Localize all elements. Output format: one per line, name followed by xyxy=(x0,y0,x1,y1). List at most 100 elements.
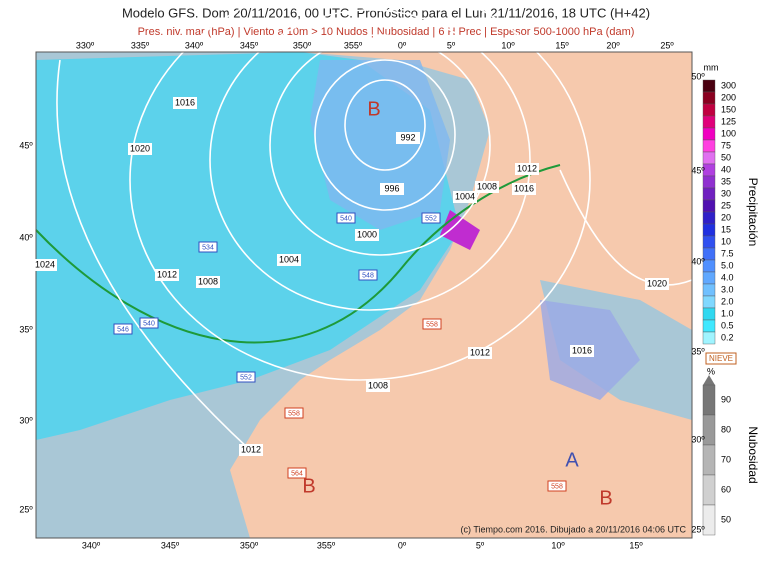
snow-badge-box xyxy=(705,352,737,365)
credit: (c) Tiempo.com 2016. Dibujado a 20/11/20… xyxy=(461,524,687,534)
lon-label: 10º xyxy=(501,40,515,50)
isobar-label: 1008 xyxy=(198,276,218,286)
pressure-center: A xyxy=(565,449,579,471)
lat-label: 30º xyxy=(19,415,33,425)
cloud-swatch xyxy=(702,474,716,506)
isobar-label-bg xyxy=(196,276,220,288)
precip-swatch xyxy=(702,151,716,165)
lat-label: 25º xyxy=(19,504,33,514)
isobar-label: 1004 xyxy=(455,191,475,201)
isobar-label-bg xyxy=(355,229,379,241)
thickness-label: 552 xyxy=(240,374,252,381)
precip-level: 3.0 xyxy=(721,284,734,294)
precip-level: 150 xyxy=(721,104,736,114)
snow-badge: NIEVE xyxy=(709,354,733,363)
lon-label: 10º xyxy=(551,540,565,550)
thickness-label: 552 xyxy=(425,215,437,222)
precip-level: 0.5 xyxy=(721,320,734,330)
pressure-center: B xyxy=(599,487,612,509)
thickness-label-box xyxy=(236,371,256,383)
lon-label: 335º xyxy=(131,40,150,50)
lon-label: 15º xyxy=(629,540,643,550)
isobar-label: 1016 xyxy=(175,97,195,107)
pressure-center: B xyxy=(367,98,380,120)
lon-label: 340º xyxy=(185,40,204,50)
lon-label: 330º xyxy=(76,40,95,50)
isobar-label: 1004 xyxy=(279,254,299,264)
precip-level: 0.2 xyxy=(721,332,734,342)
thickness-label: 548 xyxy=(362,272,374,279)
isobar-label: 1012 xyxy=(517,163,537,173)
cloud-level: 80 xyxy=(721,424,731,434)
precip-level: 25 xyxy=(721,200,731,210)
precip-level: 1.0 xyxy=(721,308,734,318)
title: Modelo GFS. Dom 20/11/2016, 00 UTC. Pron… xyxy=(122,5,650,20)
thickness-label: 558 xyxy=(426,321,438,328)
cloud-swatch xyxy=(702,504,716,536)
isobar-label: 1016 xyxy=(514,183,534,193)
isobar-label-bg xyxy=(570,345,594,357)
precip-level: 15 xyxy=(721,224,731,234)
lat-label: 40º xyxy=(691,256,705,266)
thickness-label: 540 xyxy=(340,215,352,222)
lon-label: 25º xyxy=(660,40,674,50)
isobar-label-bg xyxy=(475,181,499,193)
lat-label: 45º xyxy=(19,140,33,150)
precip-swatch xyxy=(702,139,716,153)
lon-label: 5º xyxy=(447,40,456,50)
thickness-label-box xyxy=(139,317,159,329)
thickness-label-box xyxy=(336,212,356,224)
isobar-label-bg xyxy=(380,183,404,195)
isobar-label: 1000 xyxy=(357,229,377,239)
precip-level: 35 xyxy=(721,176,731,186)
lon-label: 350º xyxy=(240,540,259,550)
isobars xyxy=(56,0,693,451)
precip-level: 10 xyxy=(721,236,731,246)
thickness-label: 534 xyxy=(202,244,214,251)
precip-swatch xyxy=(702,199,716,213)
precip-swatch xyxy=(702,103,716,117)
thickness-label: 558 xyxy=(288,410,300,417)
isobar-label-bg xyxy=(155,269,179,281)
precip-swatch xyxy=(702,91,716,105)
map-frame xyxy=(35,51,693,539)
isobar-label: 1012 xyxy=(157,269,177,279)
precip-swatch xyxy=(702,283,716,297)
isobar-label: 1008 xyxy=(477,181,497,191)
thickness-label: 540 xyxy=(143,320,155,327)
lon-label: 350º xyxy=(293,40,312,50)
isobar-label-bg xyxy=(33,259,57,271)
thickness-label-box xyxy=(113,323,133,335)
isobar-label-bg xyxy=(239,444,263,456)
precip-swatch xyxy=(702,211,716,225)
isobar-label: 1012 xyxy=(470,347,490,357)
isobar-label-bg xyxy=(366,380,390,392)
precip-level: 200 xyxy=(721,92,736,102)
cloud-swatch xyxy=(702,444,716,476)
cloud-legend: NIEVE% 90 80 70 60 50 Nubosidad xyxy=(702,352,760,536)
thickness-label-box xyxy=(287,467,307,479)
precip-swatch xyxy=(702,307,716,321)
isobar-label: 1020 xyxy=(647,278,667,288)
precip-swatch xyxy=(702,259,716,273)
isobar-label-bg xyxy=(173,97,197,109)
precip-swatch xyxy=(702,295,716,309)
isobar-label-bg xyxy=(453,191,477,203)
lat-label: 25º xyxy=(691,524,705,534)
precip-swatch xyxy=(702,163,716,177)
precip-swatch xyxy=(702,79,716,93)
lon-label: 355º xyxy=(344,40,363,50)
lon-label: 20º xyxy=(606,40,620,50)
precip-swatch xyxy=(702,331,716,345)
precip-swatch xyxy=(702,115,716,129)
cloud-level: 90 xyxy=(721,394,731,404)
precip-swatch xyxy=(702,247,716,261)
lon-label: 345º xyxy=(161,540,180,550)
lon-label: 5º xyxy=(476,540,485,550)
lon-label: 345º xyxy=(240,40,259,50)
thickness-label-box xyxy=(421,212,441,224)
precip-swatch xyxy=(702,223,716,237)
precip-level: 2.0 xyxy=(721,296,734,306)
